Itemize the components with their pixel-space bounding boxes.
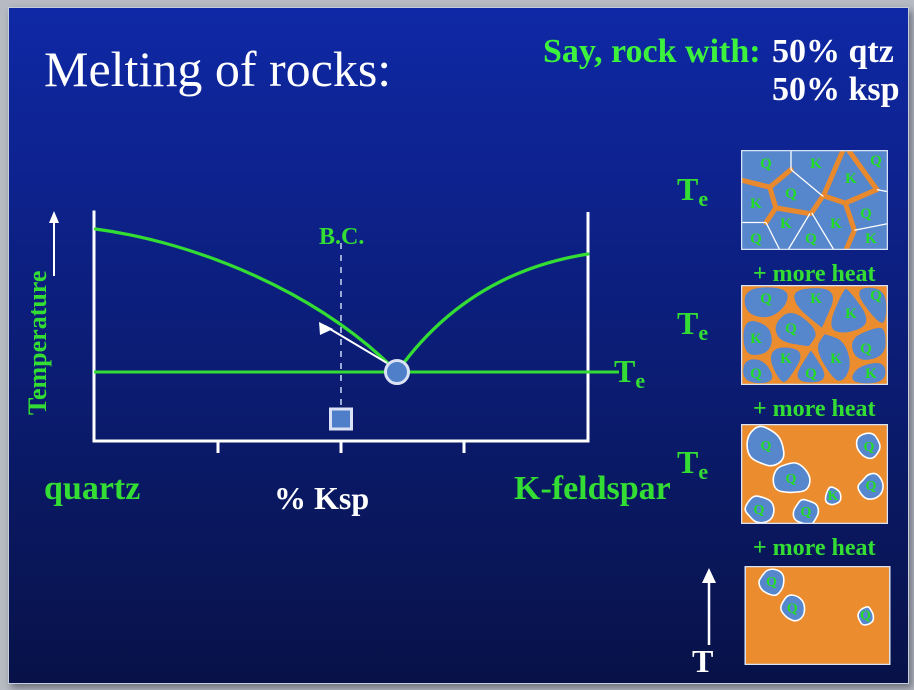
svg-text:Q: Q: [785, 321, 797, 337]
svg-text:K: K: [865, 366, 877, 382]
svg-text:Q: Q: [760, 156, 772, 172]
svg-text:K: K: [830, 216, 842, 232]
svg-text:K: K: [750, 196, 762, 212]
svg-text:Q: Q: [750, 231, 762, 247]
svg-text:Q: Q: [870, 288, 882, 304]
svg-text:Q: Q: [870, 153, 882, 169]
svg-text:Q: Q: [787, 601, 798, 616]
svg-text:K: K: [780, 216, 792, 232]
svg-text:Q: Q: [754, 503, 765, 518]
svg-text:Q: Q: [805, 366, 817, 382]
svg-text:Q: Q: [761, 439, 772, 454]
svg-text:Q: Q: [860, 206, 872, 222]
svg-text:Q: Q: [864, 440, 875, 455]
svg-text:Q: Q: [766, 574, 777, 589]
svg-text:Q: Q: [801, 505, 812, 520]
svg-text:K: K: [750, 331, 762, 347]
svg-text:K: K: [865, 231, 877, 247]
svg-text:K: K: [830, 351, 842, 367]
svg-text:Q: Q: [866, 479, 877, 494]
svg-text:Q: Q: [750, 366, 762, 382]
svg-text:Q: Q: [860, 607, 871, 622]
svg-text:K: K: [828, 489, 839, 504]
svg-text:K: K: [845, 306, 857, 322]
svg-text:Q: Q: [786, 472, 797, 487]
svg-text:K: K: [810, 291, 822, 307]
svg-text:K: K: [780, 351, 792, 367]
svg-text:K: K: [810, 156, 822, 172]
svg-text:Q: Q: [860, 341, 872, 357]
svg-text:Q: Q: [785, 186, 797, 202]
svg-text:K: K: [845, 171, 857, 187]
svg-text:Q: Q: [760, 291, 772, 307]
svg-text:Q: Q: [805, 231, 817, 247]
